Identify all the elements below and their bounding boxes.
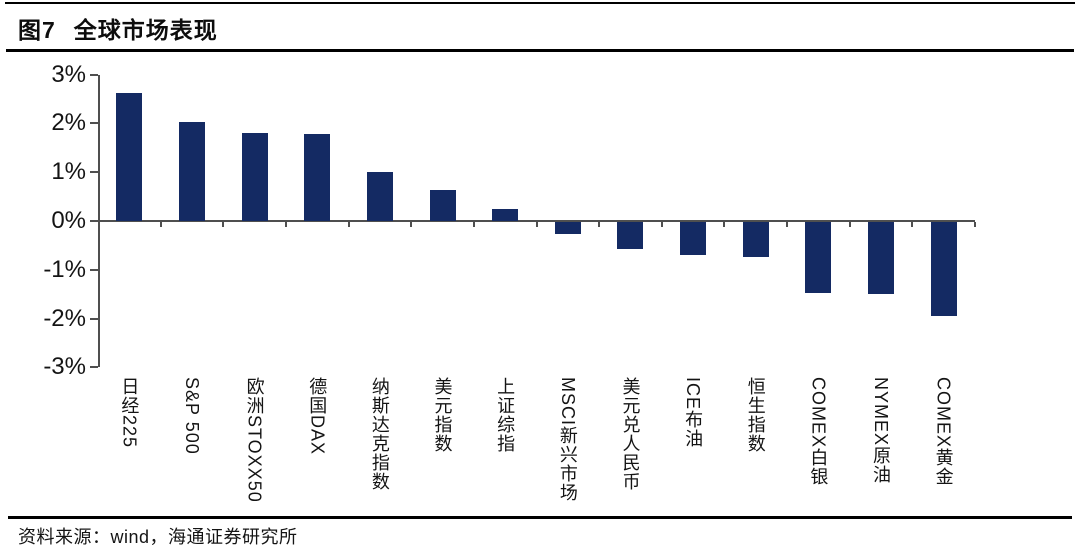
- x-axis-tick: [347, 222, 350, 227]
- y-axis-tick: [90, 171, 98, 174]
- x-axis-tick: [598, 222, 601, 227]
- bar: [241, 132, 268, 221]
- category-label: 美元指数: [432, 377, 453, 453]
- x-axis-tick: [911, 222, 914, 227]
- y-axis-tick-label: 2%: [51, 109, 86, 137]
- figure-title: 全球市场表现: [73, 17, 218, 43]
- y-axis-tick: [90, 122, 98, 125]
- footer-divider-line: [8, 516, 1072, 519]
- category-label: 日经225: [119, 377, 140, 449]
- bar: [680, 222, 707, 255]
- x-axis-tick: [284, 222, 287, 227]
- x-axis-tick: [723, 222, 726, 227]
- category-label: NYMEX原油: [871, 377, 892, 485]
- y-axis-tick-label: -3%: [43, 353, 86, 381]
- bar: [492, 208, 519, 221]
- y-axis-tick-label: -1%: [43, 255, 86, 283]
- y-axis-tick: [90, 73, 98, 76]
- x-axis-tick: [786, 222, 789, 227]
- bar: [116, 93, 143, 221]
- category-label: MSCI新兴市场: [557, 377, 578, 502]
- figure-header: 图7 全球市场表现: [18, 11, 218, 45]
- category-label: 美元兑人民币: [620, 377, 641, 491]
- data-source-note: 资料来源：wind，海通证券研究所: [18, 527, 298, 547]
- category-label: S&P 500: [181, 377, 202, 455]
- title-divider-line: [6, 49, 1074, 52]
- y-axis-tick-label: -2%: [43, 304, 86, 332]
- y-axis-tick: [90, 268, 98, 271]
- x-axis-tick: [535, 222, 538, 227]
- category-label: COMEX白银: [808, 377, 829, 487]
- bar: [868, 222, 895, 295]
- x-axis-tick: [410, 222, 413, 227]
- x-axis-tick: [222, 222, 225, 227]
- category-label: 德国DAX: [307, 377, 328, 456]
- bar: [742, 222, 769, 257]
- bar: [429, 189, 456, 221]
- y-axis-tick: [90, 366, 98, 369]
- bar: [554, 222, 581, 235]
- x-axis-tick: [472, 222, 475, 227]
- y-axis-tick-label: 0%: [51, 207, 86, 234]
- bar: [366, 171, 393, 221]
- category-label: ICE布油: [683, 377, 704, 449]
- x-axis-tick: [159, 222, 162, 227]
- category-label: 纳斯达克指数: [369, 377, 390, 491]
- bar: [930, 222, 957, 316]
- figure-number: 图7: [18, 17, 56, 43]
- x-axis-tick: [974, 222, 976, 227]
- x-axis-zero-line: [98, 220, 975, 222]
- bar: [617, 222, 644, 249]
- category-label: 欧洲STOXX50: [244, 377, 265, 503]
- category-label: 上证综指: [495, 377, 516, 453]
- y-axis-tick-label: 1%: [51, 158, 86, 186]
- y-axis-tick: [90, 317, 98, 320]
- y-axis-tick-label: 3%: [51, 60, 86, 88]
- x-axis-tick: [660, 222, 663, 227]
- y-axis-tick: [90, 220, 98, 222]
- x-axis-tick: [848, 222, 851, 227]
- category-label: 恒生指数: [745, 377, 766, 453]
- bar: [304, 133, 331, 221]
- bar: [805, 222, 832, 293]
- top-divider-line: [5, 2, 1075, 4]
- bar: [178, 122, 205, 221]
- category-label: COMEX黄金: [933, 377, 954, 487]
